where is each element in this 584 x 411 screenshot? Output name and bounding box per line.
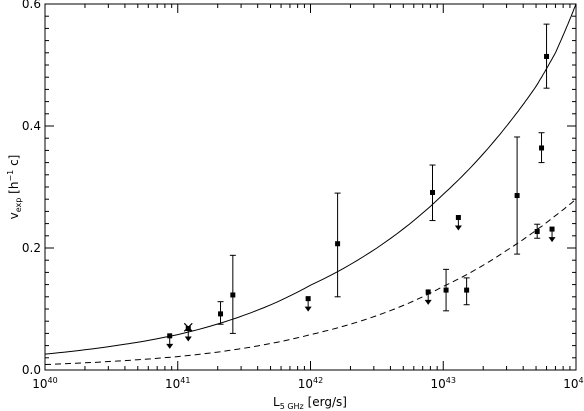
data-point (514, 136, 521, 255)
y-axis-label-main: v (7, 212, 21, 219)
y-tick-label: 0.2 (22, 241, 41, 255)
x-tick-label: 1041 (165, 376, 190, 391)
x-tick-label-base: 10 (32, 377, 47, 391)
y-tick-label: 0.0 (22, 363, 41, 377)
y-axis-label-units-post: c] (7, 155, 21, 170)
dashed-curve (44, 198, 577, 365)
point-marker (430, 189, 436, 195)
x-tick-label-exponent: 43 (446, 376, 456, 385)
upper-limit (166, 333, 174, 349)
x-tick-label-base: 10 (431, 377, 446, 391)
data-point (429, 164, 436, 222)
point-marker (443, 287, 449, 293)
y-axis-label-subscript: exp (14, 198, 23, 213)
point-marker (544, 53, 550, 59)
x-tick-labels: 10401041104210431044 (32, 376, 584, 391)
data-point (229, 254, 236, 334)
cross-marker-stroke-b (183, 322, 193, 332)
y-axis-label-units-exp: −1 (6, 170, 15, 182)
x-tick-label-exponent: 41 (180, 376, 190, 385)
point-marker (218, 311, 224, 317)
down-arrow-icon (184, 336, 192, 342)
x-tick-label-base: 10 (165, 377, 180, 391)
x-tick-label: 1043 (431, 376, 456, 391)
down-arrow-icon (454, 225, 462, 231)
x-axis-label-main: L (273, 395, 280, 409)
point-marker (534, 229, 540, 235)
point-marker (539, 145, 545, 151)
axis-ticks (44, 3, 577, 371)
upper-limit (184, 326, 192, 342)
y-axis-label-units-pre: [h (7, 182, 21, 194)
down-arrow-icon (548, 237, 556, 243)
data-point (334, 192, 341, 298)
x-tick-label: 1044 (563, 376, 584, 391)
x-tick-label: 1042 (298, 376, 323, 391)
data-point (543, 23, 550, 89)
error-bar-points (217, 23, 550, 334)
crossed-marker-group (183, 322, 193, 332)
solid-curve (44, 3, 577, 355)
upper-limit-points (166, 215, 556, 349)
x-axis-label-subscript: 5 GHz (280, 402, 304, 411)
data-point (538, 132, 545, 164)
x-axis-label-units: [erg/s] (308, 395, 347, 409)
point-marker (230, 292, 236, 298)
y-axis-label: vexp [h−1 c] (6, 155, 23, 220)
upper-limit (304, 296, 312, 312)
down-arrow-icon (166, 343, 174, 349)
data-point (534, 223, 541, 239)
data-point (463, 277, 470, 306)
down-arrow-icon (304, 306, 312, 312)
point-marker (514, 193, 520, 199)
y-tick-labels: 0.0 0.2 0.4 0.6 (22, 0, 41, 377)
upper-limit (548, 226, 556, 243)
data-point (443, 268, 450, 312)
y-tick-label: 0.4 (22, 119, 41, 133)
upper-limit (454, 215, 462, 231)
x-tick-label-exponent: 42 (313, 376, 323, 385)
x-tick-label: 1040 (32, 376, 57, 391)
plot-frame (44, 3, 577, 371)
down-arrow-icon (424, 299, 432, 305)
model-curves (44, 3, 577, 365)
point-marker (335, 241, 341, 247)
x-tick-label-exponent: 40 (48, 376, 58, 385)
data-point (217, 301, 224, 325)
x-axis-label: L5 GHz [erg/s] (273, 395, 347, 411)
upper-limit (424, 289, 432, 305)
x-tick-label-base: 10 (563, 377, 578, 391)
point-marker (464, 287, 470, 293)
x-tick-label-base: 10 (298, 377, 313, 391)
x-tick-label-exponent: 44 (579, 376, 584, 385)
y-tick-label: 0.6 (22, 0, 41, 11)
